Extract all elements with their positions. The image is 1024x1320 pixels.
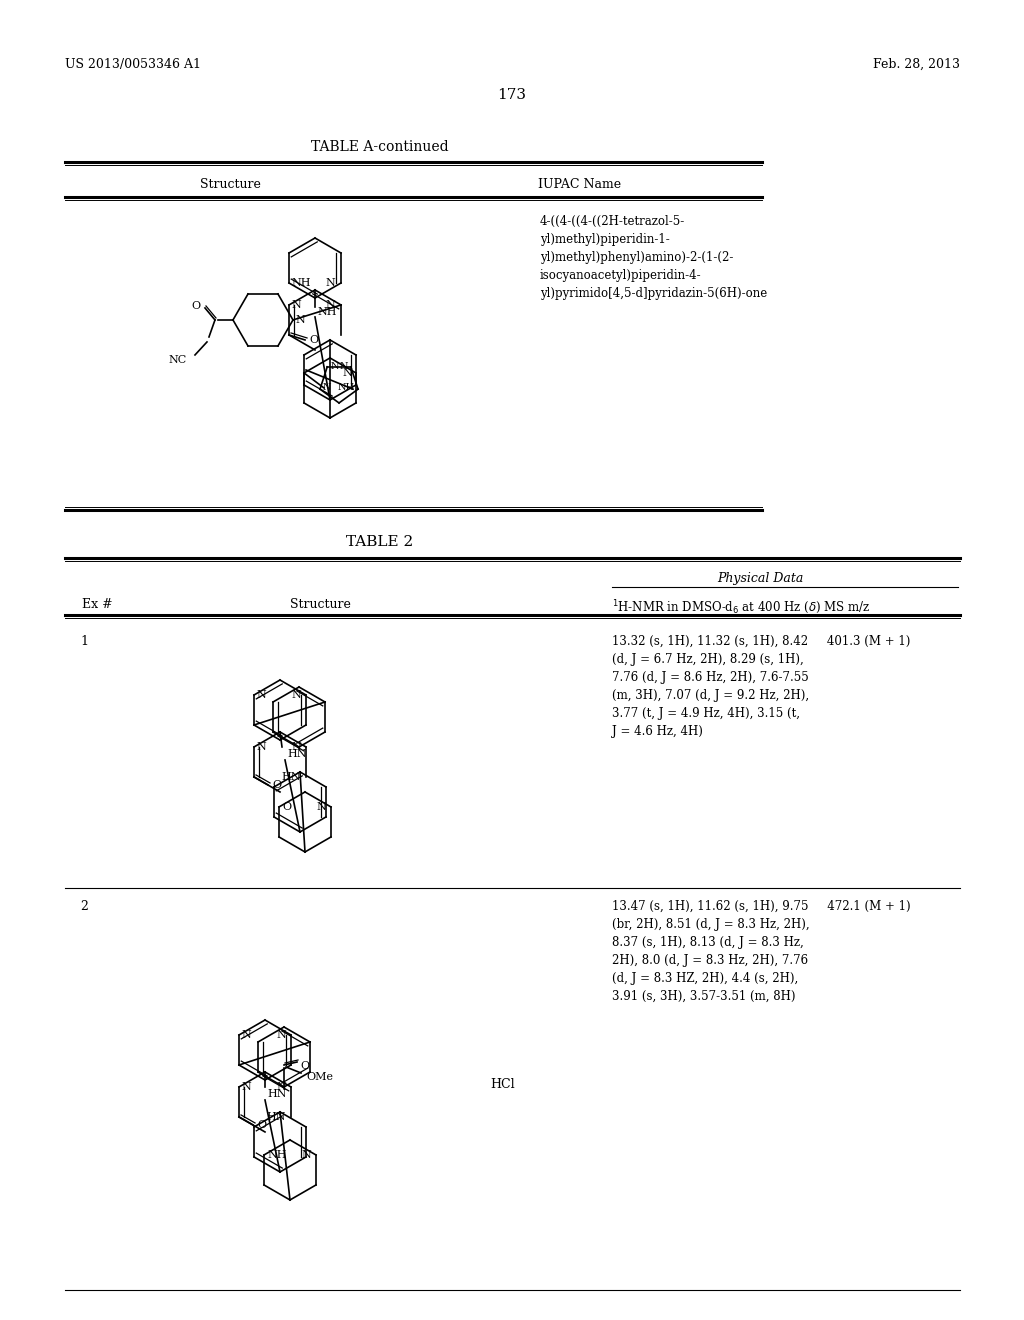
Text: N: N — [291, 742, 301, 752]
Text: O: O — [191, 301, 201, 312]
Text: 173: 173 — [498, 88, 526, 102]
Text: N: N — [241, 1082, 251, 1092]
Text: N: N — [326, 300, 335, 310]
Text: IUPAC Name: IUPAC Name — [539, 178, 622, 191]
Text: HN: HN — [282, 772, 301, 781]
Text: NH: NH — [267, 1150, 287, 1160]
Text: OMe: OMe — [306, 1072, 333, 1082]
Text: 13.47 (s, 1H), 11.62 (s, 1H), 9.75     472.1 (M + 1)
(br, 2H), 8.51 (d, J = 8.3 : 13.47 (s, 1H), 11.62 (s, 1H), 9.75 472.1… — [612, 900, 910, 1003]
Text: HN: HN — [267, 1089, 287, 1100]
Text: N: N — [256, 690, 266, 700]
Text: Ex #: Ex # — [82, 598, 113, 611]
Text: O: O — [272, 780, 282, 789]
Text: O: O — [282, 803, 291, 812]
Text: O: O — [309, 335, 318, 345]
Text: N: N — [291, 300, 301, 310]
Text: N: N — [301, 1150, 311, 1160]
Text: TABLE 2: TABLE 2 — [346, 535, 414, 549]
Text: $^1$H-NMR in DMSO-d$_6$ at 400 Hz ($\delta$) MS m/z: $^1$H-NMR in DMSO-d$_6$ at 400 Hz ($\del… — [612, 598, 870, 616]
Text: NH: NH — [338, 383, 355, 392]
Text: O: O — [257, 1119, 266, 1130]
Text: NH: NH — [291, 279, 310, 288]
Text: Physical Data: Physical Data — [717, 572, 803, 585]
Text: N: N — [339, 362, 348, 371]
Text: O: O — [300, 1061, 309, 1071]
Text: N: N — [342, 368, 352, 378]
Text: N: N — [316, 803, 326, 812]
Text: N: N — [241, 1030, 251, 1040]
Text: N: N — [295, 315, 305, 325]
Text: N: N — [256, 742, 266, 752]
Text: 13.32 (s, 1H), 11.32 (s, 1H), 8.42     401.3 (M + 1)
(d, J = 6.7 Hz, 2H), 8.29 (: 13.32 (s, 1H), 11.32 (s, 1H), 8.42 401.3… — [612, 635, 910, 738]
Text: N: N — [276, 1030, 286, 1040]
Text: HCl: HCl — [490, 1078, 515, 1092]
Text: HN: HN — [266, 1111, 286, 1122]
Text: 1: 1 — [80, 635, 88, 648]
Text: Feb. 28, 2013: Feb. 28, 2013 — [873, 58, 961, 71]
Text: NC: NC — [169, 355, 187, 364]
Text: 2: 2 — [80, 900, 88, 913]
Text: N: N — [323, 383, 332, 392]
Text: N: N — [291, 690, 301, 700]
Text: NH: NH — [317, 308, 337, 317]
Text: N: N — [276, 1082, 286, 1092]
Text: Structure: Structure — [200, 178, 260, 191]
Text: TABLE A-continued: TABLE A-continued — [311, 140, 449, 154]
Text: HN: HN — [287, 748, 306, 759]
Text: US 2013/0053346 A1: US 2013/0053346 A1 — [65, 58, 201, 71]
Text: 4-((4-((4-((2H-tetrazol-5-
yl)methyl)piperidin-1-
yl)methyl)phenyl)amino)-2-(1-(: 4-((4-((4-((2H-tetrazol-5- yl)methyl)pip… — [540, 215, 767, 300]
Text: N: N — [326, 279, 335, 288]
Text: N: N — [331, 362, 339, 371]
Text: Structure: Structure — [290, 598, 350, 611]
